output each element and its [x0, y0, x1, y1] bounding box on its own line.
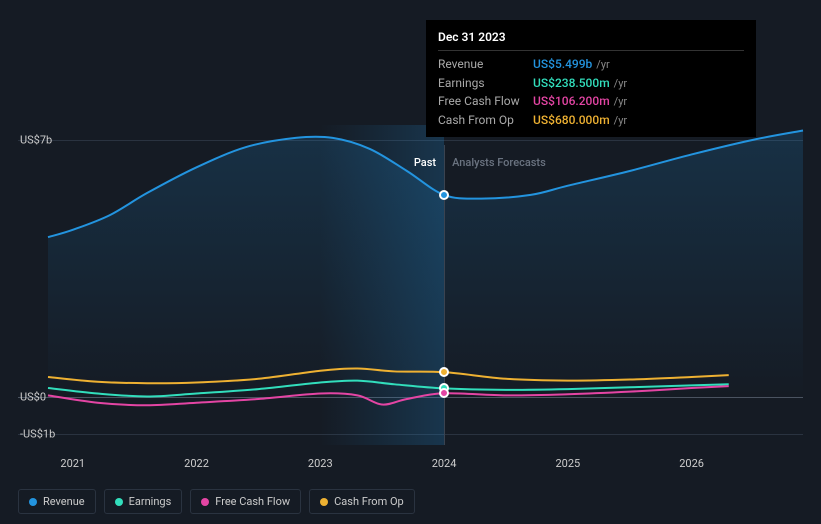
cash_from_op-marker [439, 367, 449, 377]
tooltip-row: Free Cash FlowUS$106.200m/yr [438, 92, 744, 111]
tooltip-metric-unit: /yr [596, 57, 609, 74]
tooltip-row: RevenueUS$5.499b/yr [438, 55, 744, 74]
forecast-section-label: Analysts Forecasts [452, 156, 546, 169]
tooltip-metric-value: US$238.500m [533, 74, 610, 92]
free_cash_flow-marker [439, 388, 449, 398]
revenue-marker [439, 190, 449, 200]
tooltip-metric-unit: /yr [614, 76, 627, 93]
tooltip-row: EarningsUS$238.500m/yr [438, 74, 744, 93]
tooltip-metric-label: Cash From Op [438, 111, 533, 129]
data-tooltip: Dec 31 2023 RevenueUS$5.499b/yrEarningsU… [426, 20, 756, 137]
tooltip-metric-label: Earnings [438, 74, 533, 92]
tooltip-metric-value: US$5.499b [533, 55, 592, 73]
tooltip-metric-label: Revenue [438, 55, 533, 73]
tooltip-metric-unit: /yr [614, 113, 627, 130]
tooltip-metric-unit: /yr [614, 94, 627, 111]
financial-chart: US$7bUS$0-US$1b 202120222023202420252026… [0, 0, 821, 524]
tooltip-row: Cash From OpUS$680.000m/yr [438, 111, 744, 130]
past-section-label: Past [414, 156, 436, 169]
tooltip-metric-value: US$106.200m [533, 92, 610, 110]
tooltip-date: Dec 31 2023 [438, 28, 744, 51]
tooltip-metric-label: Free Cash Flow [438, 92, 533, 110]
tooltip-metric-value: US$680.000m [533, 111, 610, 129]
